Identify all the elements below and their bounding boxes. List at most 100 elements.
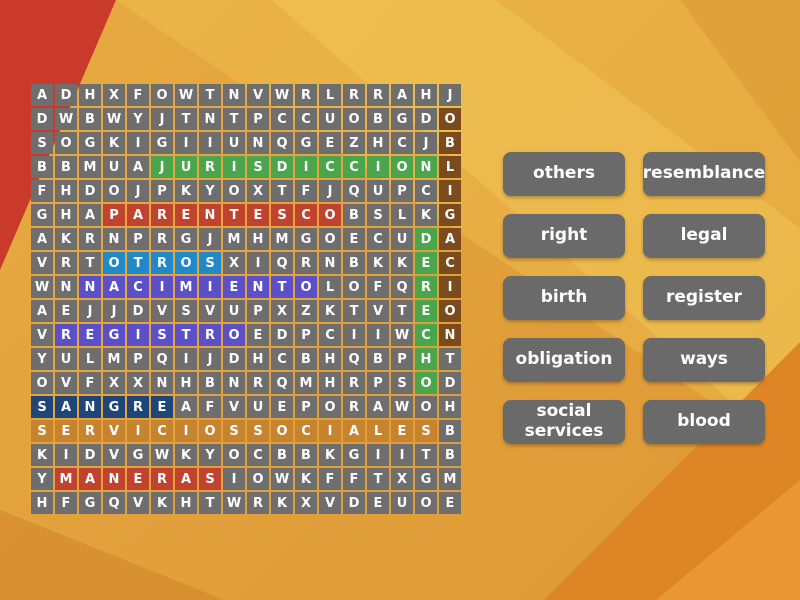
grid-cell-r16-c4[interactable]: V [103,444,125,466]
grid-cell-r18-c12[interactable]: X [295,492,317,514]
grid-cell-r13-c10[interactable]: R [247,372,269,394]
grid-cell-r10-c12[interactable]: Z [295,300,317,322]
grid-cell-r13-c13[interactable]: H [319,372,341,394]
grid-cell-r3-c15[interactable]: H [367,132,389,154]
grid-cell-r12-c17[interactable]: H [415,348,437,370]
grid-cell-r18-c6[interactable]: K [151,492,173,514]
grid-cell-r16-c8[interactable]: Y [199,444,221,466]
grid-cell-r16-c12[interactable]: B [295,444,317,466]
grid-cell-r3-c14[interactable]: Z [343,132,365,154]
grid-cell-r6-c15[interactable]: S [367,204,389,226]
grid-cell-r1-c3[interactable]: H [79,84,101,106]
grid-cell-r17-c16[interactable]: X [391,468,413,490]
grid-cell-r4-c7[interactable]: U [175,156,197,178]
grid-cell-r16-c3[interactable]: D [79,444,101,466]
grid-cell-r11-c5[interactable]: I [127,324,149,346]
grid-cell-r10-c8[interactable]: V [199,300,221,322]
grid-cell-r4-c18[interactable]: L [439,156,461,178]
grid-cell-r9-c1[interactable]: W [31,276,53,298]
grid-cell-r17-c14[interactable]: F [343,468,365,490]
grid-cell-r2-c12[interactable]: C [295,108,317,130]
grid-cell-r15-c14[interactable]: A [343,420,365,442]
grid-cell-r13-c4[interactable]: X [103,372,125,394]
grid-cell-r7-c11[interactable]: M [271,228,293,250]
grid-cell-r8-c18[interactable]: C [439,252,461,274]
grid-cell-r4-c15[interactable]: I [367,156,389,178]
grid-cell-r14-c18[interactable]: H [439,396,461,418]
grid-cell-r10-c4[interactable]: J [103,300,125,322]
grid-cell-r3-c13[interactable]: E [319,132,341,154]
grid-cell-r3-c2[interactable]: O [55,132,77,154]
grid-cell-r16-c9[interactable]: O [223,444,245,466]
grid-cell-r13-c11[interactable]: Q [271,372,293,394]
grid-cell-r13-c7[interactable]: H [175,372,197,394]
grid-cell-r11-c18[interactable]: N [439,324,461,346]
grid-cell-r9-c7[interactable]: M [175,276,197,298]
grid-cell-r10-c5[interactable]: D [127,300,149,322]
grid-cell-r9-c17[interactable]: R [415,276,437,298]
grid-cell-r1-c18[interactable]: J [439,84,461,106]
grid-cell-r13-c15[interactable]: P [367,372,389,394]
grid-cell-r1-c2[interactable]: D [55,84,77,106]
grid-cell-r6-c14[interactable]: B [343,204,365,226]
grid-cell-r3-c9[interactable]: U [223,132,245,154]
grid-cell-r11-c17[interactable]: C [415,324,437,346]
grid-cell-r12-c12[interactable]: B [295,348,317,370]
grid-cell-r10-c1[interactable]: A [31,300,53,322]
grid-cell-r8-c1[interactable]: V [31,252,53,274]
grid-cell-r6-c13[interactable]: O [319,204,341,226]
grid-cell-r6-c11[interactable]: S [271,204,293,226]
grid-cell-r11-c4[interactable]: G [103,324,125,346]
grid-cell-r18-c10[interactable]: R [247,492,269,514]
grid-cell-r1-c9[interactable]: N [223,84,245,106]
grid-cell-r14-c12[interactable]: P [295,396,317,418]
grid-cell-r18-c4[interactable]: Q [103,492,125,514]
grid-cell-r15-c7[interactable]: I [175,420,197,442]
grid-cell-r17-c15[interactable]: T [367,468,389,490]
grid-cell-r10-c7[interactable]: S [175,300,197,322]
grid-cell-r4-c11[interactable]: D [271,156,293,178]
grid-cell-r12-c4[interactable]: M [103,348,125,370]
grid-cell-r8-c16[interactable]: K [391,252,413,274]
grid-cell-r9-c8[interactable]: I [199,276,221,298]
grid-cell-r12-c6[interactable]: Q [151,348,173,370]
grid-cell-r4-c2[interactable]: B [55,156,77,178]
grid-cell-r6-c4[interactable]: P [103,204,125,226]
grid-cell-r14-c16[interactable]: W [391,396,413,418]
word-chip-legal[interactable]: legal [643,214,765,258]
grid-cell-r5-c7[interactable]: K [175,180,197,202]
grid-cell-r8-c4[interactable]: O [103,252,125,274]
grid-cell-r11-c11[interactable]: D [271,324,293,346]
grid-cell-r9-c16[interactable]: Q [391,276,413,298]
grid-cell-r4-c8[interactable]: R [199,156,221,178]
grid-cell-r14-c17[interactable]: O [415,396,437,418]
grid-cell-r6-c8[interactable]: N [199,204,221,226]
grid-cell-r17-c10[interactable]: O [247,468,269,490]
grid-cell-r17-c3[interactable]: A [79,468,101,490]
grid-cell-r2-c3[interactable]: B [79,108,101,130]
grid-cell-r17-c18[interactable]: M [439,468,461,490]
grid-cell-r8-c12[interactable]: R [295,252,317,274]
grid-cell-r16-c17[interactable]: T [415,444,437,466]
grid-cell-r12-c10[interactable]: H [247,348,269,370]
grid-cell-r15-c15[interactable]: L [367,420,389,442]
grid-cell-r10-c18[interactable]: O [439,300,461,322]
word-chip-ways[interactable]: ways [643,338,765,382]
grid-cell-r8-c3[interactable]: T [79,252,101,274]
grid-cell-r1-c12[interactable]: R [295,84,317,106]
grid-cell-r11-c14[interactable]: I [343,324,365,346]
grid-cell-r8-c14[interactable]: B [343,252,365,274]
word-chip-social-services[interactable]: social services [503,400,625,444]
grid-cell-r11-c15[interactable]: I [367,324,389,346]
grid-cell-r5-c15[interactable]: U [367,180,389,202]
grid-cell-r12-c7[interactable]: I [175,348,197,370]
grid-cell-r7-c14[interactable]: E [343,228,365,250]
grid-cell-r12-c14[interactable]: Q [343,348,365,370]
grid-cell-r2-c1[interactable]: D [31,108,53,130]
grid-cell-r7-c7[interactable]: G [175,228,197,250]
grid-cell-r9-c18[interactable]: I [439,276,461,298]
grid-cell-r13-c1[interactable]: O [31,372,53,394]
grid-cell-r5-c13[interactable]: J [319,180,341,202]
grid-cell-r11-c1[interactable]: V [31,324,53,346]
grid-cell-r10-c11[interactable]: X [271,300,293,322]
